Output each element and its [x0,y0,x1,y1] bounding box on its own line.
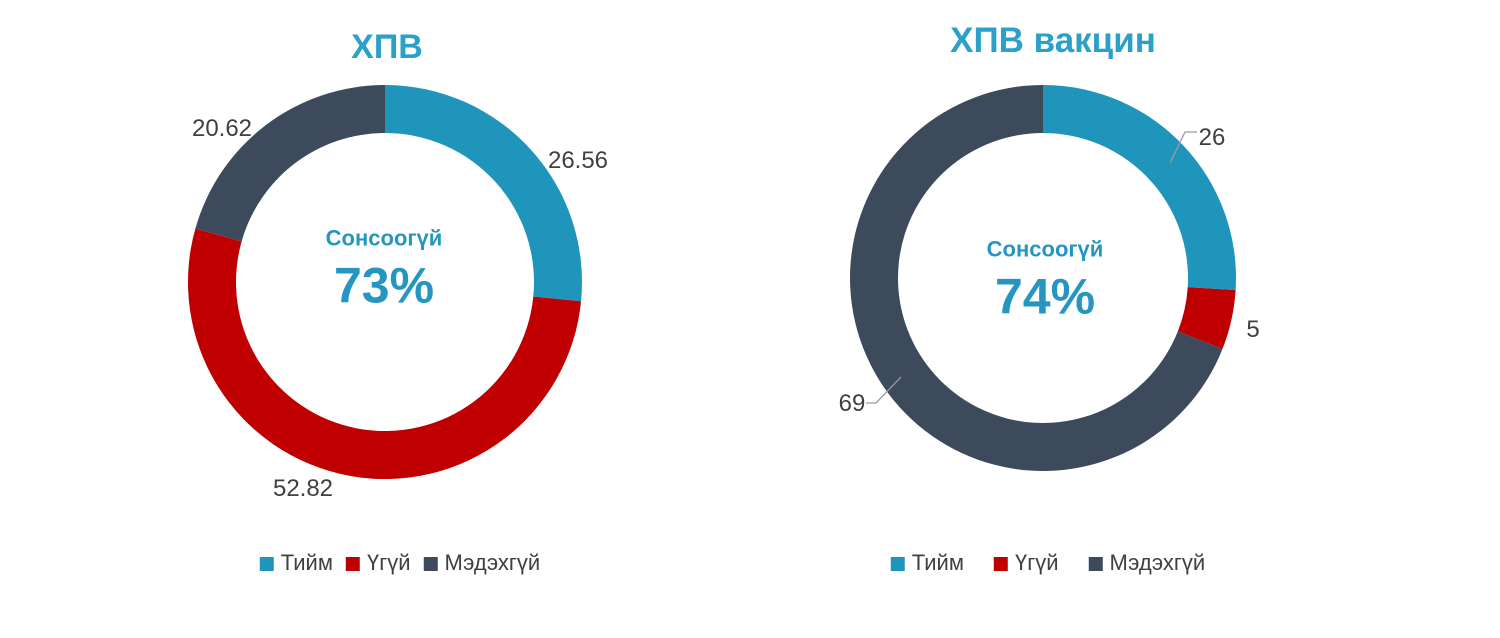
legend-swatch-tiim [890,557,905,571]
donut-segment-Тийм [385,85,582,302]
donut-center-hpv: Сонсоогүй 73% [326,226,443,313]
legend-item-tiim: Тийм [259,550,333,576]
donut-segment-Үгүй [187,228,582,480]
chart-title-hpv: ХПВ [351,28,423,66]
legend-label: Үгүй [1014,550,1059,575]
donut-segment-Тийм [1043,85,1237,291]
data-label-medehgui: 69 [838,390,866,417]
legend-swatch-medehgui [1088,557,1103,571]
legend-label: Тийм [911,550,964,575]
legend-item-medehgui: Мэдэхгүй [423,550,541,576]
legend-swatch-ugui [345,557,360,571]
label-leader-line [866,376,902,404]
data-label-tiim: 26 [1198,124,1226,151]
data-label-ugui: 52.82 [272,475,334,502]
legend-item-ugui: Үгүй [993,550,1059,576]
donut-segment-Үгүй [1177,287,1236,350]
center-percent-value: 74% [994,268,1096,325]
data-label-medehgui: 20.62 [191,115,253,142]
legend-swatch-tiim [259,557,274,571]
donut-center-hpv-vaccine: Сонсоогүй 74% [987,237,1104,324]
label-leader-line [1169,131,1197,164]
data-label-ugui: 5 [1246,316,1260,343]
legend-item-medehgui: Мэдэхгүй [1088,550,1206,576]
donut-segment-Мэдэхгүй [195,85,385,242]
center-category-label: Сонсоогүй [986,236,1104,262]
legend-swatch-medehgui [423,557,438,571]
legend-item-tiim: Тийм [890,550,964,576]
legend-hpv: Тийм Үгүй Мэдэхгүй [259,550,541,576]
chart-title-hpv-vaccine: ХПВ вакцин [950,21,1156,60]
legend-item-ugui: Үгүй [345,550,411,576]
legend-swatch-ugui [993,557,1008,571]
legend-label: Үгүй [366,550,411,575]
legend-label: Мэдэхгүй [444,550,541,575]
center-category-label: Сонсоогүй [325,225,443,251]
legend-hpv-vaccine: Тийм Үгүй Мэдэхгүй [890,550,1206,576]
center-percent-value: 73% [333,257,435,314]
legend-label: Мэдэхгүй [1109,550,1206,575]
legend-label: Тийм [280,550,333,575]
data-label-tiim: 26.56 [547,147,609,174]
